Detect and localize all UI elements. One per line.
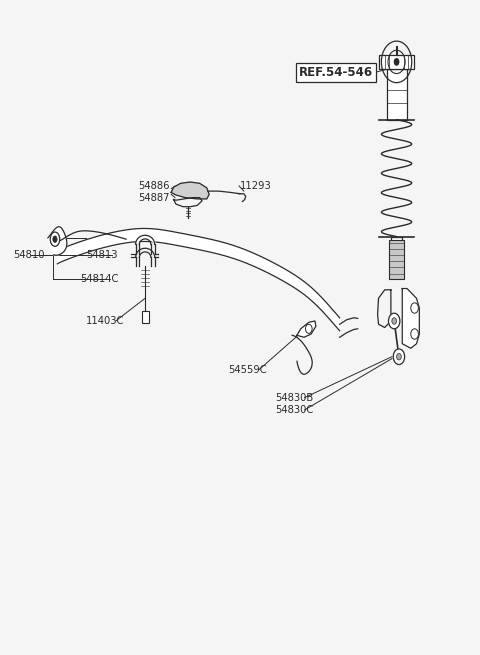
Bar xyxy=(142,311,149,323)
Text: 54830B: 54830B xyxy=(276,392,314,403)
Bar xyxy=(391,236,402,276)
Bar xyxy=(386,69,407,120)
Circle shape xyxy=(394,58,399,66)
Text: 54887: 54887 xyxy=(138,193,169,202)
Text: 54814C: 54814C xyxy=(80,274,119,284)
Text: 54559C: 54559C xyxy=(228,365,267,375)
Ellipse shape xyxy=(53,236,57,242)
Polygon shape xyxy=(171,182,209,199)
Polygon shape xyxy=(402,289,420,348)
Circle shape xyxy=(411,329,419,339)
Circle shape xyxy=(388,313,400,329)
Circle shape xyxy=(305,324,312,333)
Circle shape xyxy=(392,318,396,324)
Bar xyxy=(380,55,414,69)
Circle shape xyxy=(393,349,405,365)
Text: 54886: 54886 xyxy=(138,181,169,191)
Text: 54813: 54813 xyxy=(86,250,117,260)
Ellipse shape xyxy=(50,232,60,246)
Circle shape xyxy=(396,354,401,360)
Polygon shape xyxy=(48,227,67,255)
Circle shape xyxy=(411,303,419,313)
Bar xyxy=(389,240,404,279)
Text: 11293: 11293 xyxy=(240,181,272,191)
Text: 54810: 54810 xyxy=(13,250,45,260)
Polygon shape xyxy=(297,321,316,337)
Text: 11403C: 11403C xyxy=(86,316,124,326)
Text: 54830C: 54830C xyxy=(276,405,314,415)
Text: REF.54-546: REF.54-546 xyxy=(300,66,373,79)
